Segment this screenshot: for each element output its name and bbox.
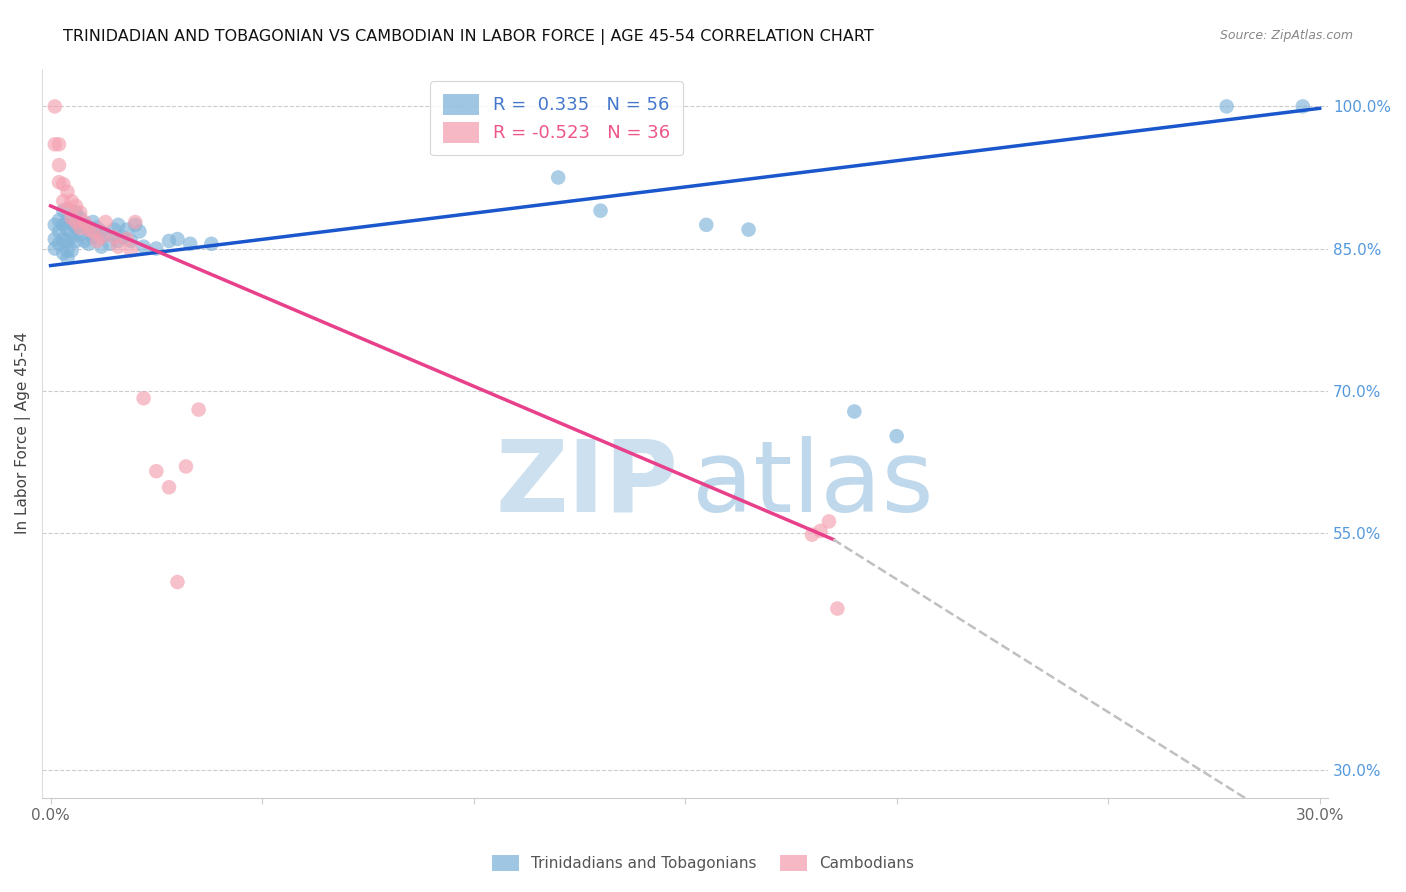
Point bbox=[56, 234, 79, 248]
Point bbox=[77, 222, 100, 236]
Point bbox=[44, 232, 66, 246]
Point bbox=[94, 227, 117, 242]
Point bbox=[120, 244, 142, 258]
Point bbox=[52, 246, 75, 260]
Point bbox=[48, 137, 70, 152]
Point bbox=[44, 137, 66, 152]
Point bbox=[56, 251, 79, 265]
Point bbox=[589, 203, 612, 218]
Point bbox=[82, 215, 104, 229]
Point bbox=[98, 236, 121, 251]
Point bbox=[77, 236, 100, 251]
Point bbox=[166, 232, 188, 246]
Point bbox=[52, 177, 75, 191]
Point bbox=[132, 391, 155, 405]
Point bbox=[48, 213, 70, 227]
Point bbox=[48, 225, 70, 239]
Point bbox=[1292, 99, 1315, 113]
Point bbox=[86, 234, 108, 248]
Point bbox=[44, 99, 66, 113]
Point bbox=[103, 230, 125, 244]
Point bbox=[69, 220, 91, 235]
Point bbox=[124, 215, 146, 229]
Point bbox=[73, 218, 96, 232]
Point bbox=[115, 232, 138, 246]
Point bbox=[115, 222, 138, 236]
Point bbox=[187, 402, 209, 417]
Point bbox=[810, 524, 832, 538]
Point bbox=[547, 170, 569, 185]
Point bbox=[60, 217, 83, 231]
Y-axis label: In Labor Force | Age 45-54: In Labor Force | Age 45-54 bbox=[15, 332, 31, 534]
Point bbox=[86, 220, 108, 235]
Point bbox=[1215, 99, 1237, 113]
Point bbox=[179, 236, 201, 251]
Point bbox=[69, 205, 91, 219]
Point bbox=[174, 459, 197, 474]
Point bbox=[48, 158, 70, 172]
Point bbox=[737, 222, 759, 236]
Point bbox=[801, 527, 824, 541]
Text: Source: ZipAtlas.com: Source: ZipAtlas.com bbox=[1219, 29, 1353, 43]
Point bbox=[65, 220, 87, 235]
Point bbox=[132, 240, 155, 254]
Point bbox=[56, 202, 79, 216]
Point bbox=[128, 225, 150, 239]
Point bbox=[145, 464, 167, 478]
Point bbox=[124, 218, 146, 232]
Point bbox=[157, 480, 180, 494]
Point bbox=[94, 215, 117, 229]
Point bbox=[827, 601, 849, 615]
Text: atlas: atlas bbox=[692, 436, 934, 533]
Point bbox=[82, 225, 104, 239]
Point bbox=[48, 175, 70, 189]
Point bbox=[77, 222, 100, 236]
Text: TRINIDADIAN AND TOBAGONIAN VS CAMBODIAN IN LABOR FORCE | AGE 45-54 CORRELATION C: TRINIDADIAN AND TOBAGONIAN VS CAMBODIAN … bbox=[63, 29, 875, 45]
Point bbox=[73, 234, 96, 248]
Point bbox=[69, 227, 91, 242]
Point bbox=[52, 194, 75, 209]
Point bbox=[69, 211, 91, 226]
Point bbox=[103, 222, 125, 236]
Point bbox=[844, 404, 866, 418]
Point bbox=[60, 244, 83, 258]
Point bbox=[60, 194, 83, 209]
Point bbox=[120, 234, 142, 248]
Point bbox=[56, 213, 79, 227]
Point bbox=[111, 230, 134, 244]
Point bbox=[52, 203, 75, 218]
Point bbox=[65, 205, 87, 219]
Point bbox=[60, 230, 83, 244]
Point bbox=[145, 242, 167, 256]
Point bbox=[56, 222, 79, 236]
Text: ZIP: ZIP bbox=[496, 436, 679, 533]
Point bbox=[82, 230, 104, 244]
Legend: Trinidadians and Tobagonians, Cambodians: Trinidadians and Tobagonians, Cambodians bbox=[485, 849, 921, 877]
Point bbox=[65, 215, 87, 229]
Point bbox=[107, 240, 129, 254]
Point bbox=[60, 211, 83, 226]
Point bbox=[90, 230, 112, 244]
Point bbox=[52, 218, 75, 232]
Point bbox=[107, 218, 129, 232]
Point bbox=[166, 575, 188, 590]
Point bbox=[48, 236, 70, 251]
Point bbox=[65, 234, 87, 248]
Point bbox=[52, 232, 75, 246]
Point bbox=[90, 225, 112, 239]
Point bbox=[73, 215, 96, 229]
Point bbox=[44, 242, 66, 256]
Point bbox=[56, 244, 79, 258]
Point bbox=[157, 234, 180, 248]
Legend: R =  0.335   N = 56, R = -0.523   N = 36: R = 0.335 N = 56, R = -0.523 N = 36 bbox=[430, 81, 683, 155]
Point bbox=[56, 185, 79, 199]
Point bbox=[107, 234, 129, 248]
Point bbox=[886, 429, 908, 443]
Point bbox=[695, 218, 717, 232]
Point bbox=[65, 199, 87, 213]
Point bbox=[44, 218, 66, 232]
Point bbox=[200, 236, 222, 251]
Point bbox=[818, 515, 841, 529]
Point bbox=[90, 240, 112, 254]
